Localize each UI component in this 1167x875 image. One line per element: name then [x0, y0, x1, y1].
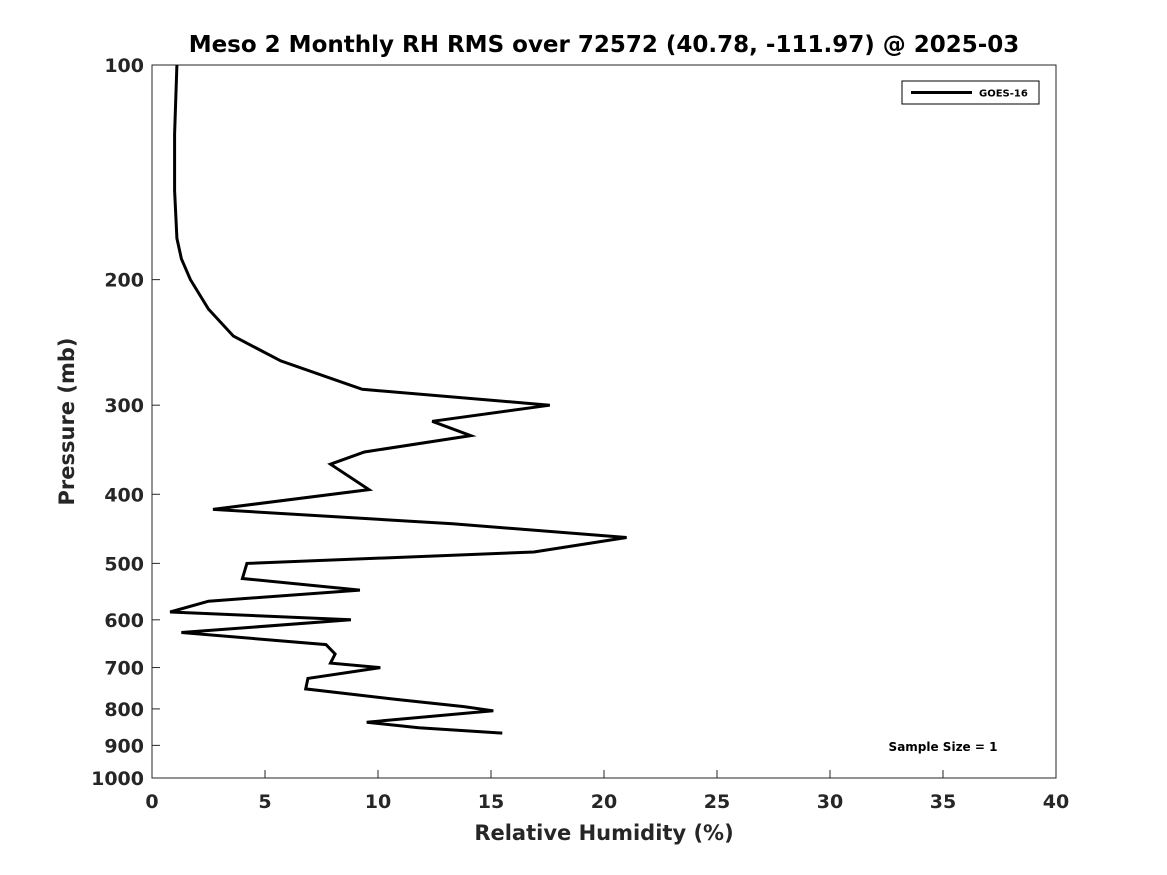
y-tick-label: 400: [104, 484, 144, 506]
x-tick-label: 35: [930, 791, 956, 813]
y-tick-label: 200: [104, 270, 144, 292]
y-tick-label: 700: [104, 658, 144, 680]
chart-title: Meso 2 Monthly RH RMS over 72572 (40.78,…: [189, 32, 1020, 58]
y-tick-label: 1000: [91, 768, 144, 790]
y-axis: 100 200 300 400 500 600 700 800 900 1000: [91, 55, 160, 790]
x-tick-label: 30: [817, 791, 843, 813]
legend-label: GOES-16: [979, 89, 1028, 100]
plot-frame: [151, 64, 1057, 779]
x-tick-label: 10: [365, 791, 391, 813]
x-tick-label: 5: [258, 791, 271, 813]
y-tick-label: 600: [104, 610, 144, 632]
x-tick-label: 40: [1043, 791, 1069, 813]
y-tick-label: 100: [104, 55, 144, 77]
x-tick-label: 15: [478, 791, 504, 813]
x-axis: 0 5 10 15 20 25 30 35 40: [145, 770, 1069, 813]
series-line-goes-16: [169, 64, 627, 735]
x-tick-label: 20: [591, 791, 617, 813]
x-axis-label: Relative Humidity (%): [474, 821, 733, 845]
x-tick-label: 25: [704, 791, 730, 813]
y-axis-label: Pressure (mb): [55, 338, 79, 506]
legend: GOES-16: [901, 80, 1040, 105]
y-tick-label: 300: [104, 395, 144, 417]
y-tick-label: 500: [104, 553, 144, 575]
x-tick-label: 0: [145, 791, 158, 813]
y-tick-label: 900: [104, 735, 144, 757]
y-tick-label: 800: [104, 699, 144, 721]
series-layer: [169, 64, 627, 735]
sample-size-annotation: Sample Size = 1: [889, 740, 998, 754]
